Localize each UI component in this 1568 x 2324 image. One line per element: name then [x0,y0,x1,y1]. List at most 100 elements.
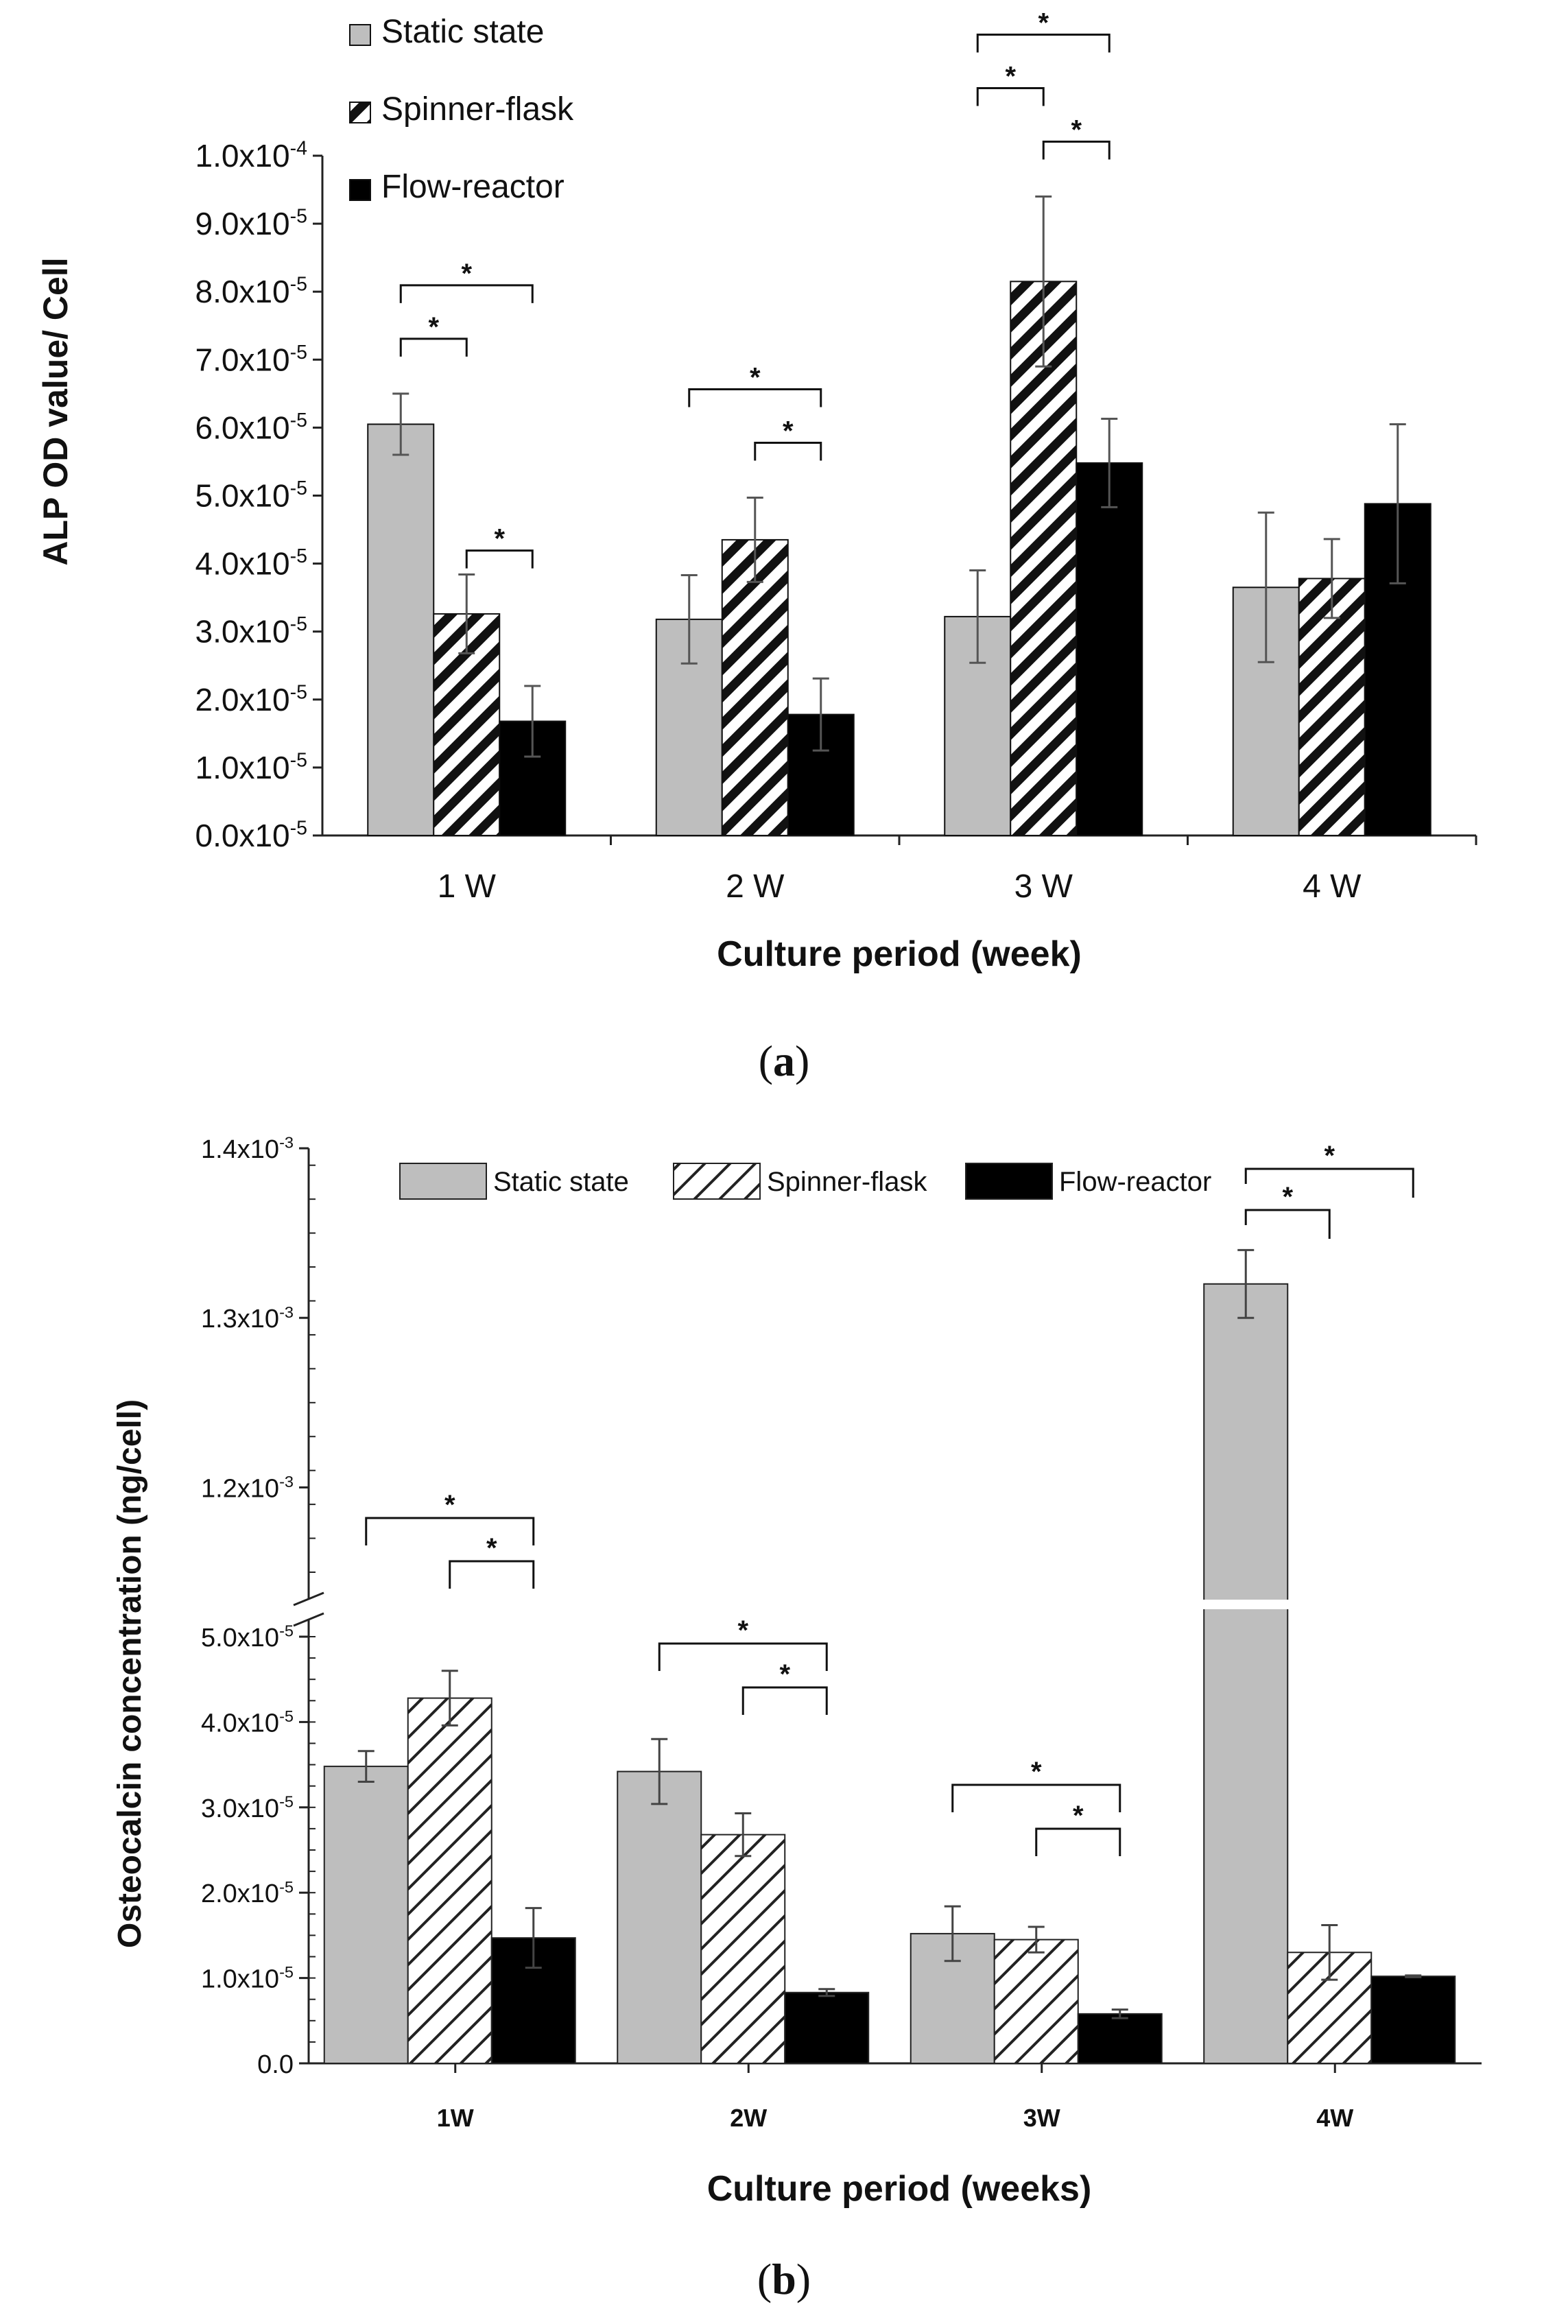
y-tick-label-b-lower-0: 0.0 [257,2050,294,2079]
significance-bracket-b [449,1560,535,1589]
significance-star-b: * [444,1490,455,1520]
y-tick-label-b-upper-1: 1.3x10-3 [201,1303,294,1333]
legend-label-b-black: Flow-reactor [1059,1167,1211,1197]
bar-b-gray-3 [1203,1283,1289,2064]
significance-a: * * * * * * * * [399,8,1110,569]
significance-bracket-b [658,1642,828,1671]
y-tick-label-b-lower-4: 4.0x10-5 [201,1707,294,1738]
significance-star-a: * [461,259,472,289]
significance-b: * * * * * * * * [365,1141,1414,1856]
bar-a-hatch-1 [721,538,789,836]
panel-label-a: (a) [759,1036,810,1085]
y-tick-label-b-upper-0: 1.2x10-3 [201,1473,294,1503]
x-tick-label-a-2: 3 W [1014,868,1073,905]
bar-b-gray-0 [323,1766,409,2064]
y-axis-b: 0.0 1.0x10-5 2.0x10-5 3.0x10-5 4.0x10-5 5.0x1… [201,1134,1482,2132]
y-tick-label-b-lower-3: 3.0x10-5 [201,1792,294,1823]
x-tick-label-b-1: 2W [730,2104,767,2132]
significance-star-a: * [1038,8,1049,38]
significance-bracket-a [465,549,534,569]
legend-label-b-gray: Static state [493,1167,629,1197]
x-tick-label-b-2: 3W [1023,2104,1060,2132]
significance-star-b: * [779,1659,790,1689]
significance-star-a: * [783,416,794,446]
chart-panel-b: Static state Spinner-flask Flow-reactor 0.… [112,1134,1482,2209]
bar-a-hatch-3 [1298,578,1366,836]
legend-swatch-a-gray [349,24,371,46]
significance-star-b: * [1073,1801,1084,1831]
significance-bracket-a [976,33,1110,53]
bar-b-black-1 [784,1991,870,2065]
y-tick-label-a-0: 0.0x10-5 [195,818,307,853]
legend-swatch-b-hatch [673,1163,761,1200]
bar-b-black-2 [1077,2013,1163,2064]
significance-bracket-b [1244,1209,1331,1239]
legend-label-b-hatch: Spinner-flask [767,1167,927,1197]
axis-break-mark-b [293,1612,324,1627]
bar-b-black-3 [1370,1976,1456,2065]
significance-bracket-a [976,86,1045,106]
significance-bracket-a [1042,140,1110,160]
bars-a [367,195,1432,837]
significance-bracket-b [951,1783,1121,1812]
y-tick-label-a-7: 7.0x10-5 [195,342,307,377]
significance-bracket-a [688,388,822,407]
x-tick-label-b-3: 4W [1316,2104,1353,2132]
significance-star-a: * [494,524,505,554]
y-tick-label-b-lower-1: 1.0x10-5 [201,1963,294,1993]
bar-b-hatch-0 [407,1697,492,2065]
significance-bracket-b [1035,1827,1121,1856]
x-tick-label-a-3: 4 W [1303,868,1362,905]
significance-bracket-a [399,337,468,357]
significance-star-b: * [1282,1182,1293,1212]
bar-a-gray-0 [367,423,435,836]
significance-star-a: * [750,362,761,392]
y-tick-label-a-5: 5.0x10-5 [195,477,307,513]
legend-a: Static state Spinner-flask Flow-reactor [349,14,574,205]
y-tick-label-a-8: 8.0x10-5 [195,274,307,309]
legend-label-a-gray: Static state [381,14,544,50]
axis-break-mark-b [293,1591,324,1606]
legend-label-a-hatch: Spinner-flask [381,91,574,128]
legend-b: Static state Spinner-flask Flow-reactor [399,1163,1211,1200]
legend-swatch-a-black [349,179,371,201]
x-tick-label-b-0: 1W [437,2104,474,2132]
significance-bracket-b [1244,1167,1414,1198]
significance-bracket-a [754,441,822,461]
bar-b-gray-1 [617,1770,702,2064]
y-tick-label-a-10: 1.0x10-4 [195,138,308,174]
significance-star-b: * [486,1533,497,1563]
bar-break-gap-b [1202,1600,1290,1609]
x-tick-label-a-1: 2 W [726,868,785,905]
bar-a-black-2 [1076,462,1143,836]
y-tick-label-a-2: 2.0x10-5 [195,681,307,717]
y-tick-label-b-lower-2: 2.0x10-5 [201,1878,294,1908]
significance-star-a: * [428,312,439,342]
significance-bracket-b [741,1686,828,1715]
y-tick-label-b-lower-5: 5.0x10-5 [201,1622,294,1652]
legend-swatch-a-hatch [349,102,371,123]
y-tick-label-a-1: 1.0x10-5 [195,749,307,785]
y-axis-title-a: ALP OD value/ Cell [36,257,75,565]
significance-bracket-a [399,284,534,303]
legend-label-a-black: Flow-reactor [381,169,565,205]
legend-swatch-b-black [965,1163,1053,1200]
significance-bracket-b [365,1517,535,1545]
y-axis-title-b: Osteocalcin concentration (ng/cell) [112,1399,148,1948]
bars-b [323,1248,1456,2065]
x-tick-label-a-0: 1 W [438,868,497,905]
significance-star-b: * [1031,1757,1042,1787]
bar-b-hatch-1 [700,1834,786,2064]
panel-label-b: (b) [757,2255,811,2303]
significance-star-a: * [1071,115,1082,145]
x-axis-title-a: Culture period (week) [717,934,1082,974]
x-axis-title-b: Culture period (weeks) [707,2169,1092,2209]
legend-swatch-b-gray [399,1163,487,1200]
y-tick-label-a-3: 3.0x10-5 [195,613,307,649]
y-tick-label-a-9: 9.0x10-5 [195,206,307,241]
bar-b-hatch-2 [993,1938,1079,2065]
y-tick-label-a-6: 6.0x10-5 [195,410,307,445]
y-tick-label-b-upper-2: 1.4x10-3 [201,1134,294,1164]
chart-panel-a: Static state Spinner-flask Flow-reactor 0.… [36,8,1477,974]
significance-star-b: * [737,1615,748,1646]
